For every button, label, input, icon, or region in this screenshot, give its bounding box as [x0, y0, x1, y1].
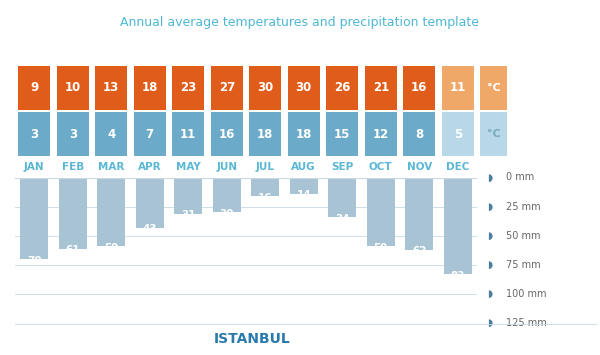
Text: 15: 15: [334, 127, 350, 141]
Text: JUN: JUN: [216, 162, 238, 172]
Text: 25 mm: 25 mm: [506, 202, 541, 212]
Text: NOV: NOV: [407, 162, 432, 172]
Text: 14: 14: [296, 190, 311, 200]
Bar: [213, 178, 241, 212]
Text: ◗: ◗: [487, 202, 492, 212]
Text: 125 mm: 125 mm: [506, 318, 547, 328]
Text: ◗: ◗: [487, 260, 492, 270]
Text: 23: 23: [180, 81, 196, 94]
Text: 18: 18: [257, 127, 274, 141]
Text: DEC: DEC: [446, 162, 469, 172]
Text: MAY: MAY: [176, 162, 200, 172]
Text: 30: 30: [220, 209, 234, 219]
Bar: [444, 178, 472, 274]
Text: ◗: ◗: [487, 318, 492, 328]
Text: FEB: FEB: [62, 162, 84, 172]
Text: 11: 11: [449, 81, 466, 94]
Text: 10: 10: [65, 81, 81, 94]
Text: Annual average temperatures and precipitation template: Annual average temperatures and precipit…: [121, 16, 479, 29]
Text: 70: 70: [27, 256, 41, 266]
Text: 62: 62: [412, 246, 427, 256]
Text: 18: 18: [142, 81, 158, 94]
Text: 9: 9: [30, 81, 38, 94]
Bar: [59, 178, 86, 248]
Text: ◗: ◗: [487, 231, 492, 241]
Text: 100 mm: 100 mm: [506, 289, 547, 299]
Text: SEP: SEP: [331, 162, 353, 172]
Text: 21: 21: [373, 81, 389, 94]
Bar: [406, 178, 433, 250]
Text: 8: 8: [415, 127, 424, 141]
Text: 83: 83: [451, 271, 465, 281]
Bar: [251, 178, 279, 196]
Text: ◗: ◗: [487, 289, 492, 299]
Bar: [97, 178, 125, 246]
Text: 0 mm: 0 mm: [506, 173, 535, 182]
Bar: [20, 178, 48, 259]
Text: AUG: AUG: [292, 162, 316, 172]
Text: 16: 16: [258, 193, 272, 203]
Text: 59: 59: [104, 243, 118, 253]
Text: 43: 43: [142, 224, 157, 234]
Bar: [328, 178, 356, 217]
Text: 5: 5: [454, 127, 462, 141]
Text: OCT: OCT: [369, 162, 392, 172]
Text: ◗: ◗: [487, 173, 492, 182]
Text: 11: 11: [180, 127, 196, 141]
Text: 16: 16: [411, 81, 427, 94]
Text: JAN: JAN: [24, 162, 44, 172]
Text: 3: 3: [68, 127, 77, 141]
Text: °C: °C: [487, 129, 500, 139]
Text: 16: 16: [218, 127, 235, 141]
Text: 61: 61: [65, 245, 80, 255]
Text: 27: 27: [218, 81, 235, 94]
Text: 26: 26: [334, 81, 350, 94]
Text: JUL: JUL: [256, 162, 275, 172]
Text: 18: 18: [296, 127, 312, 141]
Bar: [367, 178, 395, 246]
Text: 30: 30: [257, 81, 274, 94]
Text: 31: 31: [181, 210, 196, 220]
Text: 12: 12: [373, 127, 389, 141]
Text: ISTANBUL: ISTANBUL: [214, 332, 290, 346]
Bar: [290, 178, 317, 194]
Text: 59: 59: [374, 243, 388, 253]
Text: 7: 7: [146, 127, 154, 141]
Text: 50 mm: 50 mm: [506, 231, 541, 241]
Text: °C: °C: [487, 83, 500, 93]
Text: 75 mm: 75 mm: [506, 260, 541, 270]
Text: MAR: MAR: [98, 162, 124, 172]
Text: 34: 34: [335, 214, 350, 224]
Bar: [136, 178, 164, 228]
Text: 30: 30: [296, 81, 312, 94]
Text: 13: 13: [103, 81, 119, 94]
Bar: [175, 178, 202, 214]
Text: 3: 3: [30, 127, 38, 141]
Text: 4: 4: [107, 127, 115, 141]
Text: APR: APR: [138, 162, 161, 172]
